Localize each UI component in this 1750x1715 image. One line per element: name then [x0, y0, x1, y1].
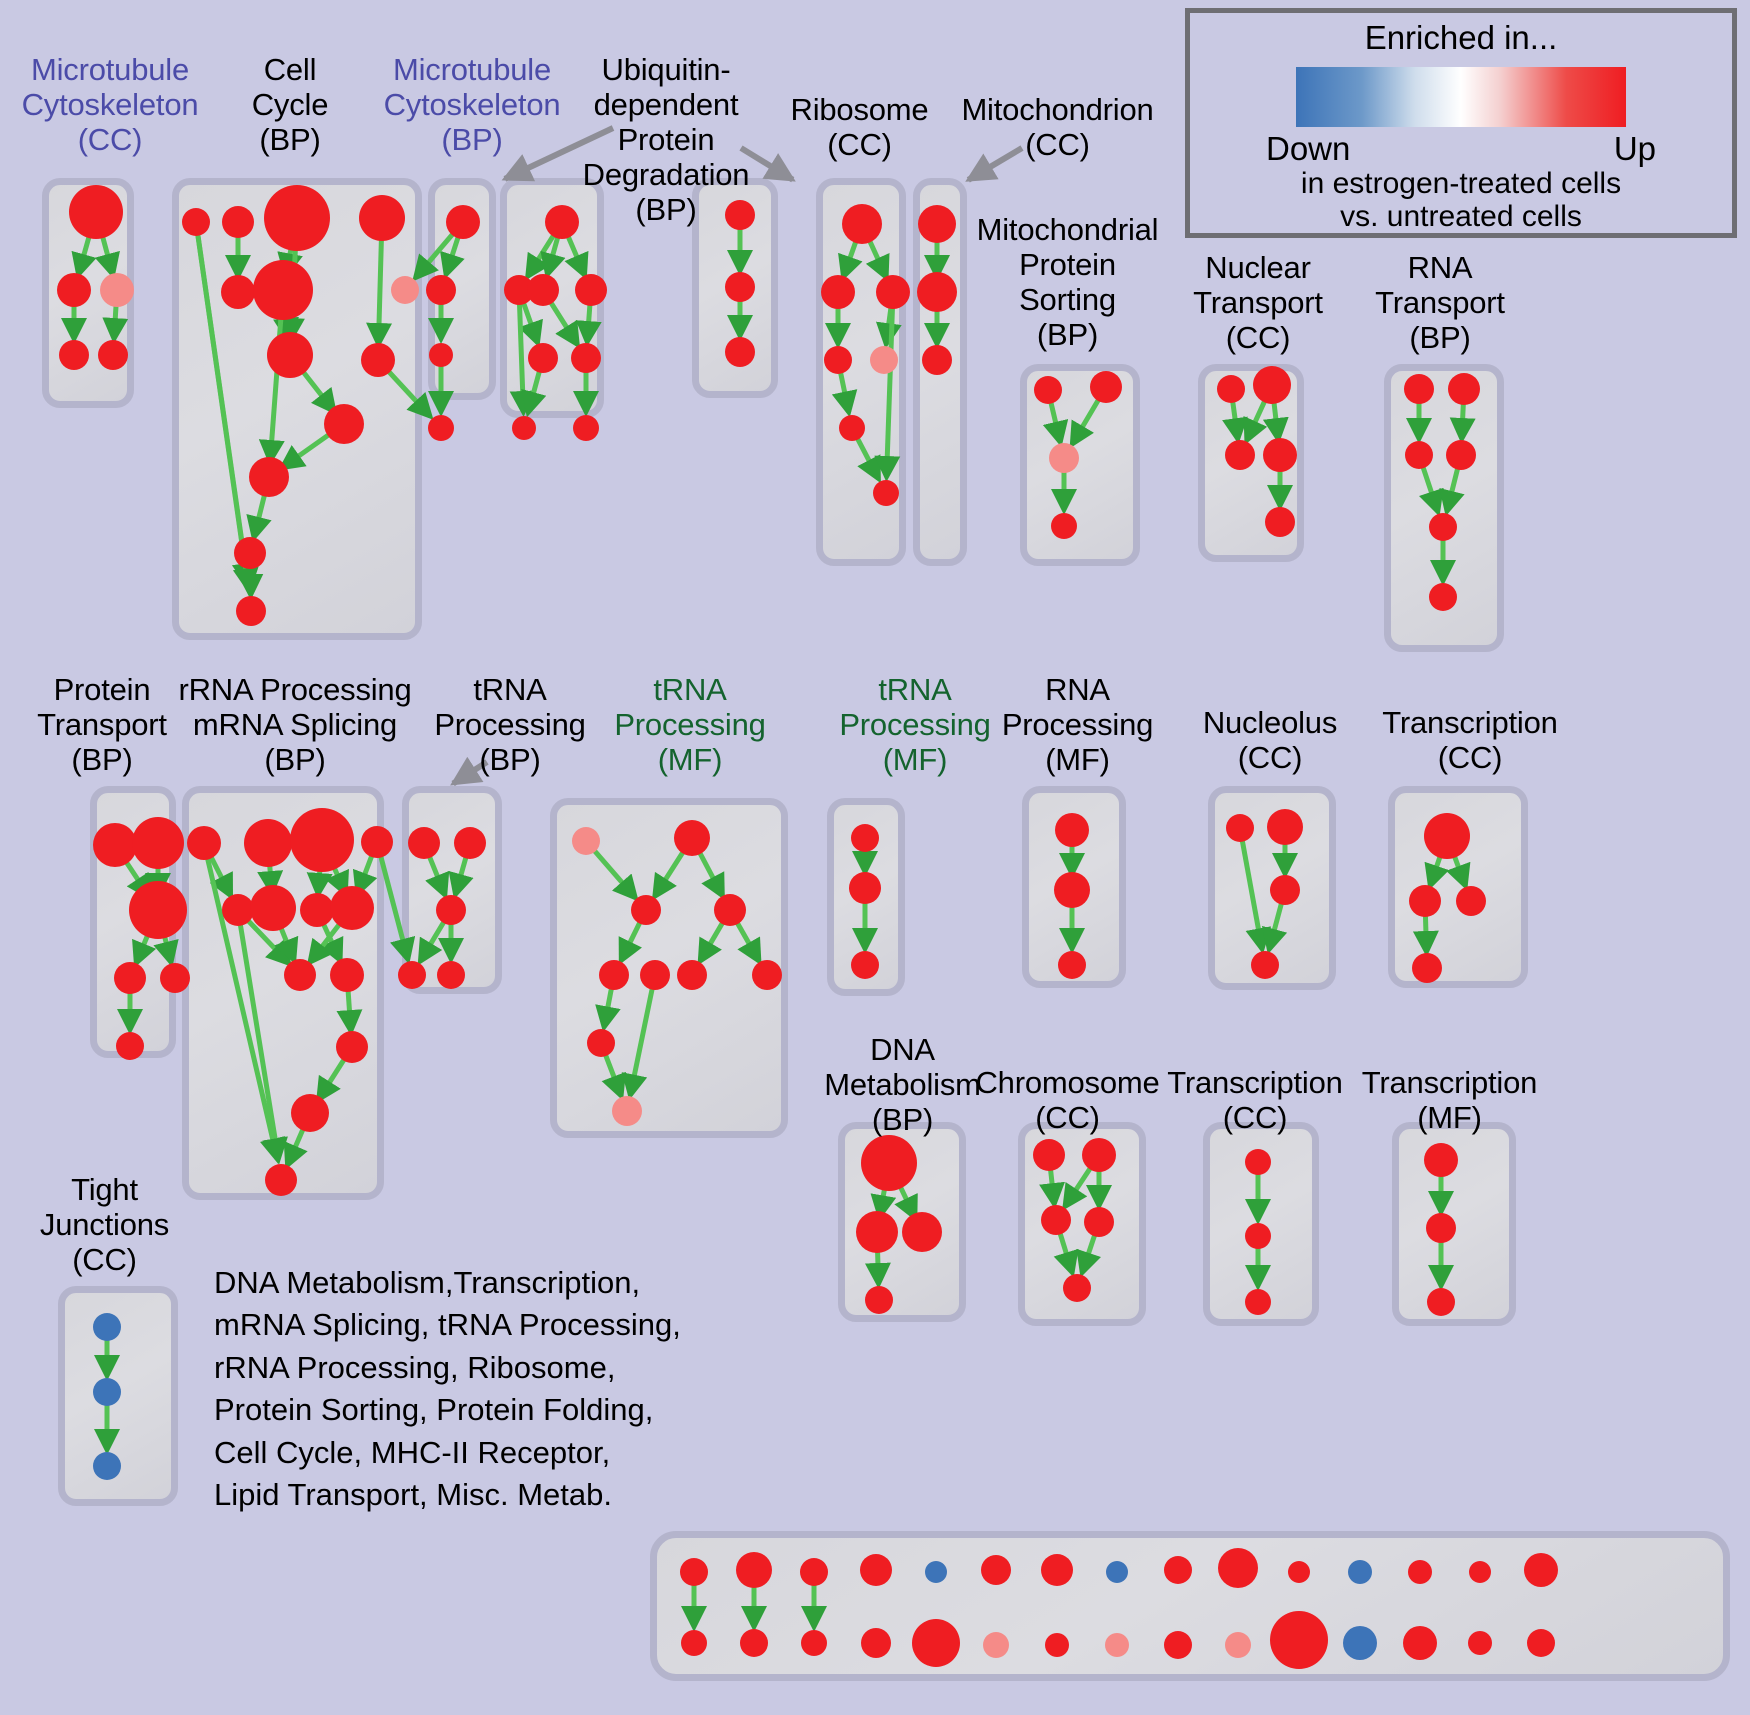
- cluster-box-trna-processing-mf-1: [550, 798, 788, 1138]
- cluster-box-trna-processing-mf-2: [827, 798, 905, 996]
- cluster-label-trna-processing-mf-1: tRNA Processing (MF): [614, 672, 766, 778]
- legend-high-label: Up: [1613, 130, 1656, 168]
- cluster-box-mitochondrion-cc: [913, 178, 967, 566]
- legend-title: Enriched in...: [1364, 19, 1558, 56]
- cluster-label-rrna-mrna-splicing-bp: rRNA Processing mRNA Splicing (BP): [178, 672, 412, 778]
- cluster-box-mitochondrial-protein-sorting-bp: [1020, 364, 1140, 566]
- cluster-label-nucleolus-cc: Nucleolus (CC): [1202, 705, 1338, 776]
- legend-subtitle-line1: in estrogen-treated cells: [1300, 167, 1622, 201]
- cluster-label-cell-cycle-bp: Cell Cycle (BP): [251, 52, 329, 158]
- cluster-label-mitochondrion-cc: Mitochondrion (CC): [961, 92, 1154, 163]
- cluster-box-microtubule-cytoskeleton-bp: [428, 178, 496, 400]
- cluster-box-nuclear-transport-cc: [1198, 364, 1304, 562]
- cluster-label-transcription-mf: Transcription (MF): [1361, 1065, 1538, 1136]
- cluster-label-rna-processing-mf: RNA Processing (MF): [1001, 672, 1154, 778]
- cluster-box-cell-cycle-bp: [172, 178, 422, 640]
- cluster-label-transcription-cc-upper: Transcription (CC): [1382, 705, 1558, 776]
- cluster-box-trna-processing-bp: [402, 786, 502, 994]
- cluster-box-nucleolus-cc: [1208, 786, 1336, 990]
- cluster-label-dna-metabolism-bp: DNA Metabolism (BP): [824, 1032, 981, 1138]
- cluster-label-trna-processing-bp: tRNA Processing (BP): [434, 672, 586, 778]
- cluster-label-tight-junctions-cc: Tight Junctions (CC): [39, 1172, 170, 1278]
- graph-node-up[interactable]: [512, 416, 536, 440]
- cluster-label-transcription-cc-lower: Transcription (CC): [1167, 1065, 1343, 1136]
- cluster-label-chromosome-cc: Chromosome (CC): [975, 1065, 1160, 1136]
- cluster-label-trna-processing-mf-2: tRNA Processing (MF): [839, 672, 991, 778]
- legend-endpoints: Down Up: [1266, 130, 1656, 168]
- cluster-label-protein-transport-bp: Protein Transport (BP): [37, 672, 167, 778]
- legend-panel: Enriched in... Down Up in estrogen-treat…: [1185, 8, 1737, 238]
- cluster-box-protein-transport-bp: [90, 786, 176, 1058]
- legend-colorbar: [1296, 67, 1626, 128]
- cluster-box-transcription-mf: [1392, 1122, 1516, 1326]
- graph-node-up[interactable]: [428, 415, 454, 441]
- cluster-box-rrna-mrna-splicing-bp: [182, 786, 384, 1200]
- cluster-box-misc-combined-clusters: [650, 1531, 1730, 1681]
- cluster-label-ubiquitin-protein-degradation-bp: Ubiquitin- dependent Protein Degradation…: [582, 52, 750, 228]
- cluster-label-nuclear-transport-cc: Nuclear Transport (CC): [1193, 250, 1323, 356]
- misc-cluster-list: DNA Metabolism,Transcription, mRNA Splic…: [214, 1265, 681, 1513]
- cluster-box-transcription-cc-upper: [1388, 786, 1528, 988]
- cluster-box-chromosome-cc: [1018, 1122, 1146, 1326]
- legend-subtitle-line2: vs. untreated cells: [1340, 199, 1582, 233]
- legend-low-label: Down: [1266, 130, 1351, 168]
- cluster-box-microtubule-cytoskeleton-cc: [42, 178, 134, 408]
- cluster-label-mitochondrial-protein-sorting-bp: Mitochondrial Protein Sorting (BP): [976, 212, 1159, 353]
- cluster-label-ribosome-cc: Ribosome (CC): [790, 92, 929, 163]
- cluster-box-rna-transport-bp: [1384, 364, 1504, 652]
- cluster-box-dna-metabolism-bp: [838, 1122, 966, 1322]
- cluster-box-rna-processing-mf: [1022, 786, 1126, 988]
- cluster-box-tight-junctions-cc: [58, 1286, 178, 1506]
- cluster-label-microtubule-cytoskeleton-bp: Microtubule Cytoskeleton (BP): [383, 52, 561, 158]
- cluster-label-rna-transport-bp: RNA Transport (BP): [1375, 250, 1505, 356]
- cluster-box-transcription-cc-lower: [1203, 1122, 1319, 1326]
- graph-node-up[interactable]: [573, 415, 599, 441]
- cluster-box-ribosome-cc: [816, 178, 906, 566]
- cluster-label-microtubule-cytoskeleton-cc: Microtubule Cytoskeleton (CC): [21, 52, 199, 158]
